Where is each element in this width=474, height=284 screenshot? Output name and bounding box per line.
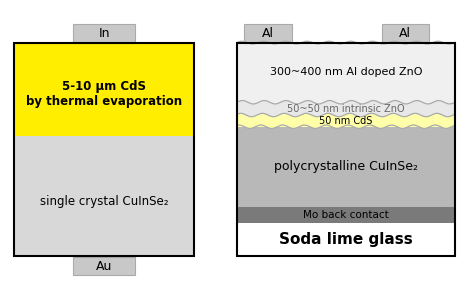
Text: Soda lime glass: Soda lime glass: [279, 231, 413, 247]
Bar: [244, 24, 292, 43]
Text: 300~400 nm Al doped ZnO: 300~400 nm Al doped ZnO: [270, 67, 422, 78]
Bar: [237, 43, 455, 102]
Text: single crystal CuInSe₂: single crystal CuInSe₂: [40, 195, 169, 208]
Bar: [382, 24, 429, 43]
Text: polycrystalline CuInSe₂: polycrystalline CuInSe₂: [274, 160, 418, 173]
Bar: [73, 24, 135, 43]
Text: 5-10 μm CdS
by thermal evaporation: 5-10 μm CdS by thermal evaporation: [26, 80, 182, 108]
Bar: [237, 223, 455, 256]
Text: 50~50 nm intrinsic ZnO: 50~50 nm intrinsic ZnO: [287, 104, 405, 114]
Bar: [14, 43, 194, 136]
Bar: [237, 115, 455, 127]
Polygon shape: [237, 43, 455, 104]
Bar: [237, 43, 455, 256]
Polygon shape: [237, 113, 455, 128]
Bar: [73, 257, 135, 275]
Text: 50 nm CdS: 50 nm CdS: [319, 116, 373, 126]
Text: Au: Au: [96, 260, 112, 273]
Text: Al: Al: [399, 27, 411, 40]
Bar: [237, 127, 455, 207]
Bar: [237, 207, 455, 223]
Bar: [14, 43, 194, 256]
Polygon shape: [237, 101, 455, 117]
Text: Al: Al: [262, 27, 274, 40]
Text: In: In: [99, 27, 110, 40]
Bar: [237, 102, 455, 115]
Bar: [14, 136, 194, 256]
Text: Mo back contact: Mo back contact: [303, 210, 389, 220]
